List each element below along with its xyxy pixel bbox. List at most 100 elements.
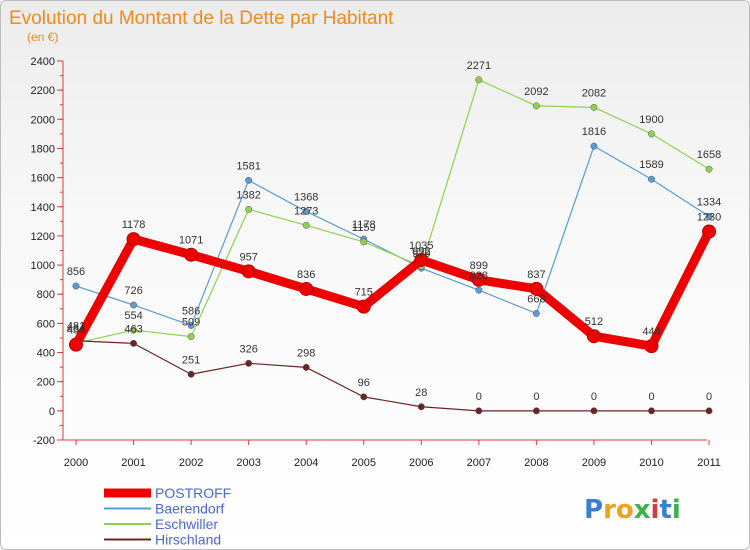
point-postroff (702, 224, 717, 239)
logo-letter: o (616, 495, 634, 525)
data-label-eschwiller: 1658 (697, 149, 721, 161)
x-tick-label: 2007 (467, 457, 491, 469)
point-postroff (126, 232, 141, 247)
logo-letter: x (634, 495, 651, 525)
point-eschwiller (130, 326, 138, 334)
data-label-postroff: 1035 (409, 240, 433, 252)
legend-label-hirschland: Hirschland (155, 532, 221, 548)
data-label-hirschland: 326 (239, 343, 257, 355)
point-eschwiller (532, 102, 540, 110)
data-label-eschwiller: 2092 (524, 86, 548, 98)
point-hirschland (705, 407, 713, 415)
data-label-baerendorf: 856 (67, 266, 85, 278)
series-line-postroff (71, 227, 714, 351)
logo-letter: i (672, 495, 681, 525)
data-label-postroff: 837 (527, 269, 545, 281)
x-tick-label: 2008 (524, 457, 548, 469)
data-label-postroff: 1071 (179, 235, 203, 247)
y-tick-label: 200 (37, 377, 55, 389)
point-hirschland (245, 359, 253, 367)
y-tick-label: -200 (33, 435, 55, 447)
data-label-postroff: 899 (470, 260, 488, 272)
logo-letter: i (651, 495, 660, 525)
data-label-hirschland: 463 (124, 323, 142, 335)
point-hirschland (360, 393, 368, 401)
y-tick-label: 1400 (31, 202, 55, 214)
data-label-baerendorf: 1334 (697, 196, 721, 208)
point-eschwiller (648, 130, 655, 138)
data-label-eschwiller: 1273 (294, 205, 318, 217)
x-tick-label: 2005 (352, 457, 376, 469)
point-baerendorf (590, 142, 598, 150)
point-baerendorf (72, 282, 80, 290)
legend-label-eschwiller: Eschwiller (155, 516, 218, 532)
data-label-baerendorf: 668 (527, 293, 545, 305)
data-label-eschwiller: 1900 (639, 114, 663, 126)
point-eschwiller (245, 205, 253, 213)
point-hirschland (648, 407, 655, 415)
data-label-eschwiller: 509 (182, 317, 200, 329)
point-eschwiller (187, 333, 195, 341)
y-tick-label: 400 (37, 348, 55, 360)
proxiti-logo: Proxiti (584, 495, 681, 525)
data-label-hirschland: 0 (591, 391, 597, 403)
y-tick-label: 0 (49, 406, 55, 418)
data-label-baerendorf: 1589 (639, 159, 663, 171)
x-tick-label: 2009 (582, 457, 606, 469)
y-tick-label: 600 (37, 318, 55, 330)
point-postroff (356, 299, 371, 314)
point-postroff (471, 272, 486, 287)
series-line-baerendorf (75, 145, 710, 327)
data-label-hirschland: 0 (533, 391, 539, 403)
data-label-eschwiller: 992 (412, 246, 430, 258)
data-label-postroff: 512 (585, 316, 603, 328)
y-tick-label: 1000 (31, 260, 55, 272)
point-baerendorf (130, 301, 138, 309)
point-hirschland (130, 339, 138, 347)
point-postroff (529, 281, 544, 296)
data-label-hirschland: 0 (476, 391, 482, 403)
x-tick-label: 2003 (236, 457, 260, 469)
point-postroff (299, 281, 314, 296)
point-eschwiller (475, 76, 483, 84)
point-eschwiller (705, 165, 713, 173)
data-label-hirschland: 28 (415, 387, 427, 399)
point-hirschland (302, 363, 310, 371)
data-label-eschwiller: 464 (67, 323, 85, 335)
legend-label-postroff: POSTROFF (155, 485, 231, 501)
point-baerendorf (187, 321, 195, 329)
data-label-baerendorf: 1178 (352, 219, 376, 231)
data-label-hirschland: 0 (706, 391, 712, 403)
y-tick-label: 800 (37, 289, 55, 301)
point-postroff (644, 339, 659, 354)
data-label-postroff: 836 (297, 269, 315, 281)
point-baerendorf (532, 310, 540, 317)
data-label-postroff: 1178 (122, 219, 146, 231)
x-tick-label: 2002 (179, 457, 203, 469)
legend-label-baerendorf: Baerendorf (155, 501, 224, 517)
data-label-postroff: 1230 (697, 212, 721, 224)
data-label-baerendorf: 1368 (294, 191, 318, 203)
point-postroff (241, 264, 256, 279)
data-label-baerendorf: 586 (182, 305, 200, 317)
logo-letter: P (584, 495, 603, 525)
data-label-baerendorf: 979 (412, 248, 430, 260)
data-label-baerendorf: 828 (470, 270, 488, 282)
y-tick-label: 1200 (31, 231, 55, 243)
logo-letter: r (603, 495, 616, 525)
logo-letter: t (659, 495, 671, 525)
data-label-eschwiller: 2271 (467, 60, 491, 72)
data-label-postroff: 444 (642, 326, 660, 338)
y-tick-label: 1800 (31, 143, 55, 155)
data-label-hirschland: 0 (648, 391, 654, 403)
point-hirschland (475, 407, 483, 415)
point-hirschland (590, 407, 598, 415)
data-label-baerendorf: 1581 (236, 160, 260, 172)
x-tick-label: 2006 (409, 457, 433, 469)
data-label-eschwiller: 1382 (236, 189, 260, 201)
point-hirschland (187, 370, 195, 378)
series-line-hirschland (75, 340, 710, 412)
axes: -200020040060080010001200140016001800200… (31, 56, 721, 469)
